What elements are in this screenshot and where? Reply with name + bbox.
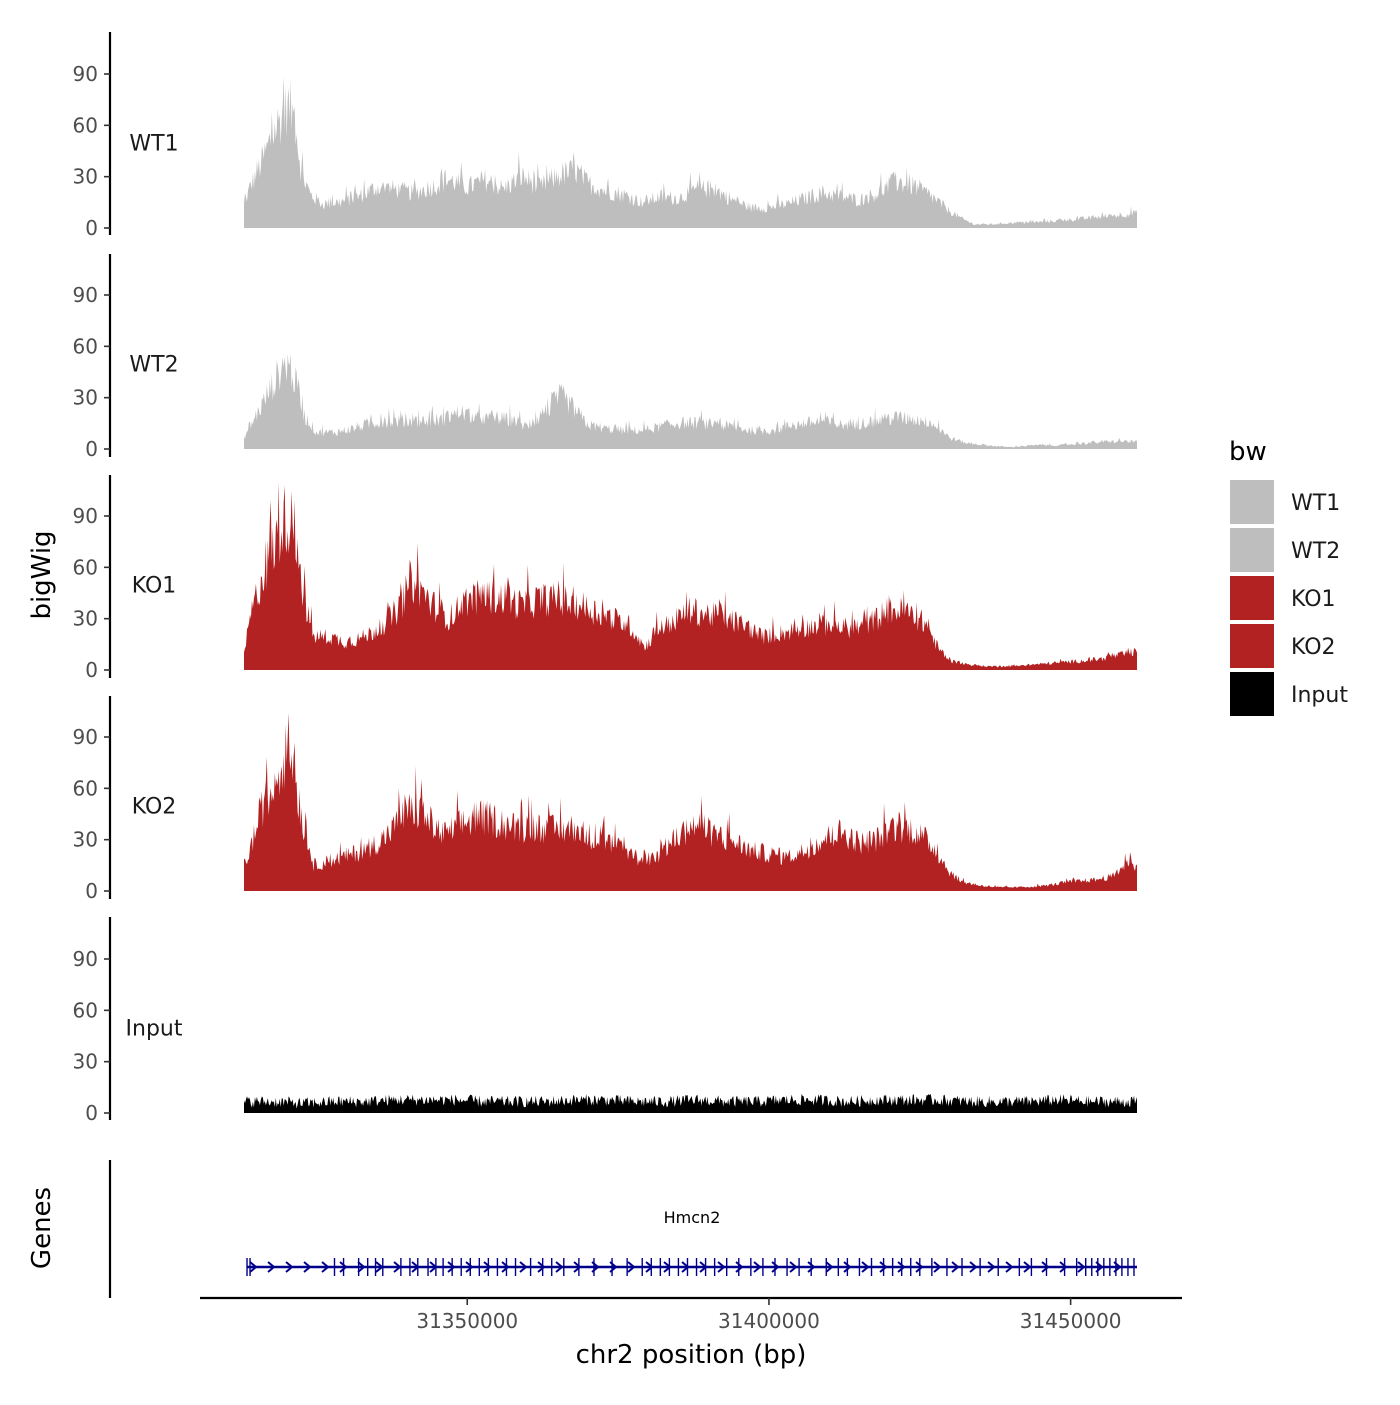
gene-strand-arrow	[789, 1261, 798, 1273]
gene-strand-arrow	[483, 1261, 492, 1273]
gene-strand-arrow	[285, 1261, 294, 1273]
gene-strand-arrow	[1023, 1261, 1032, 1273]
gene-strand-arrow	[915, 1261, 924, 1273]
gene-strand-arrow	[735, 1261, 744, 1273]
y-axis-title: bigWig	[27, 530, 57, 619]
y-tick-label-ko2-90: 90	[73, 725, 98, 749]
y-tick-label-wt2-30: 30	[73, 386, 98, 410]
track-label-ko2: KO2	[132, 794, 177, 819]
x-tick-label-31400000: 31400000	[718, 1309, 820, 1333]
x-tick-label-31450000: 31450000	[1020, 1309, 1122, 1333]
gene-strand-arrow	[897, 1261, 906, 1273]
gene-strand-arrow	[321, 1261, 330, 1273]
gene-strand-arrow	[357, 1261, 366, 1273]
gene-strand-arrow	[951, 1261, 960, 1273]
y-tick-label-input-30: 30	[73, 1050, 98, 1074]
legend-label-wt1: WT1	[1291, 491, 1340, 516]
legend-label-ko2: KO2	[1291, 635, 1336, 660]
gene-strand-arrow	[807, 1261, 816, 1273]
gene-strand-arrow	[825, 1261, 834, 1273]
coverage-area-wt1	[244, 76, 1137, 228]
gene-strand-arrow	[303, 1261, 312, 1273]
gene-name-label: Hmcn2	[664, 1208, 721, 1227]
legend-swatch-ko1	[1230, 576, 1274, 620]
y-tick-label-ko1-0: 0	[85, 658, 98, 682]
gene-strand-arrow	[501, 1261, 510, 1273]
y-tick-label-ko1-30: 30	[73, 607, 98, 631]
gene-strand-arrow	[267, 1261, 276, 1273]
gene-strand-arrow	[465, 1261, 474, 1273]
legend-swatch-wt2	[1230, 528, 1274, 572]
x-tick-label-31350000: 31350000	[416, 1309, 518, 1333]
gene-strand-arrow	[1113, 1261, 1122, 1273]
gene-strand-arrow	[753, 1261, 762, 1273]
gene-strand-arrow	[933, 1261, 942, 1273]
legend-label-ko1: KO1	[1291, 587, 1336, 612]
track-label-wt1: WT1	[129, 131, 178, 156]
gene-strand-arrow	[375, 1261, 384, 1273]
gene-strand-arrow	[1041, 1261, 1050, 1273]
x-axis-title: chr2 position (bp)	[576, 1340, 807, 1370]
legend-label-wt2: WT2	[1291, 539, 1340, 564]
y-tick-label-ko1-90: 90	[73, 504, 98, 528]
gene-strand-arrow	[987, 1261, 996, 1273]
track-label-ko1: KO1	[132, 573, 177, 598]
y-tick-label-wt2-90: 90	[73, 283, 98, 307]
coverage-area-ko2	[244, 712, 1137, 891]
gene-strand-arrow	[1095, 1261, 1104, 1273]
gene-strand-arrow	[843, 1261, 852, 1273]
gene-strand-arrow	[519, 1261, 528, 1273]
legend-swatch-wt1	[1230, 480, 1274, 524]
y-tick-label-input-0: 0	[85, 1101, 98, 1125]
gene-strand-arrow	[573, 1261, 582, 1273]
y-tick-label-wt1-30: 30	[73, 165, 98, 189]
gene-strand-arrow	[627, 1261, 636, 1273]
gene-strand-arrow	[1077, 1261, 1086, 1273]
coverage-area-wt2	[244, 354, 1137, 449]
y-tick-label-ko1-60: 60	[73, 555, 98, 579]
gene-strand-arrow	[249, 1261, 258, 1273]
gene-strand-arrow	[429, 1261, 438, 1273]
legend-swatch-ko2	[1230, 624, 1274, 668]
y-tick-label-input-90: 90	[73, 947, 98, 971]
gene-strand-arrow	[591, 1261, 600, 1273]
gene-strand-arrow	[771, 1261, 780, 1273]
legend-swatch-input	[1230, 672, 1274, 716]
y-tick-label-ko2-60: 60	[73, 776, 98, 800]
gene-strand-arrow	[393, 1261, 402, 1273]
y-tick-label-ko2-30: 30	[73, 828, 98, 852]
y-tick-label-wt1-90: 90	[73, 62, 98, 86]
gene-strand-arrow	[609, 1261, 618, 1273]
gene-strand-arrow	[411, 1261, 420, 1273]
y-tick-label-input-60: 60	[73, 998, 98, 1022]
coverage-area-input	[244, 1093, 1137, 1113]
y-tick-label-wt1-0: 0	[85, 216, 98, 240]
gene-strand-arrow	[699, 1261, 708, 1273]
track-label-input: Input	[126, 1016, 183, 1041]
gene-strand-arrow	[447, 1261, 456, 1273]
gene-strand-arrow	[537, 1261, 546, 1273]
gene-strand-arrow	[879, 1261, 888, 1273]
y-tick-label-ko2-0: 0	[85, 879, 98, 903]
gene-strand-arrow	[681, 1261, 690, 1273]
gene-strand-arrow	[339, 1261, 348, 1273]
gene-strand-arrow	[1005, 1261, 1014, 1273]
gene-strand-arrow	[717, 1261, 726, 1273]
genes-track-title: Genes	[27, 1187, 57, 1269]
legend-label-input: Input	[1291, 683, 1348, 708]
track-label-wt2: WT2	[129, 352, 178, 377]
gene-strand-arrow	[555, 1261, 564, 1273]
y-tick-label-wt2-60: 60	[73, 334, 98, 358]
gene-strand-arrow	[969, 1261, 978, 1273]
y-tick-label-wt1-60: 60	[73, 113, 98, 137]
gene-strand-arrow	[645, 1261, 654, 1273]
gene-strand-arrow	[861, 1261, 870, 1273]
gene-strand-arrow	[663, 1261, 672, 1273]
coverage-area-ko1	[244, 481, 1137, 670]
y-tick-label-wt2-0: 0	[85, 437, 98, 461]
gene-strand-arrow	[1059, 1261, 1068, 1273]
legend-title: bw	[1229, 437, 1267, 467]
